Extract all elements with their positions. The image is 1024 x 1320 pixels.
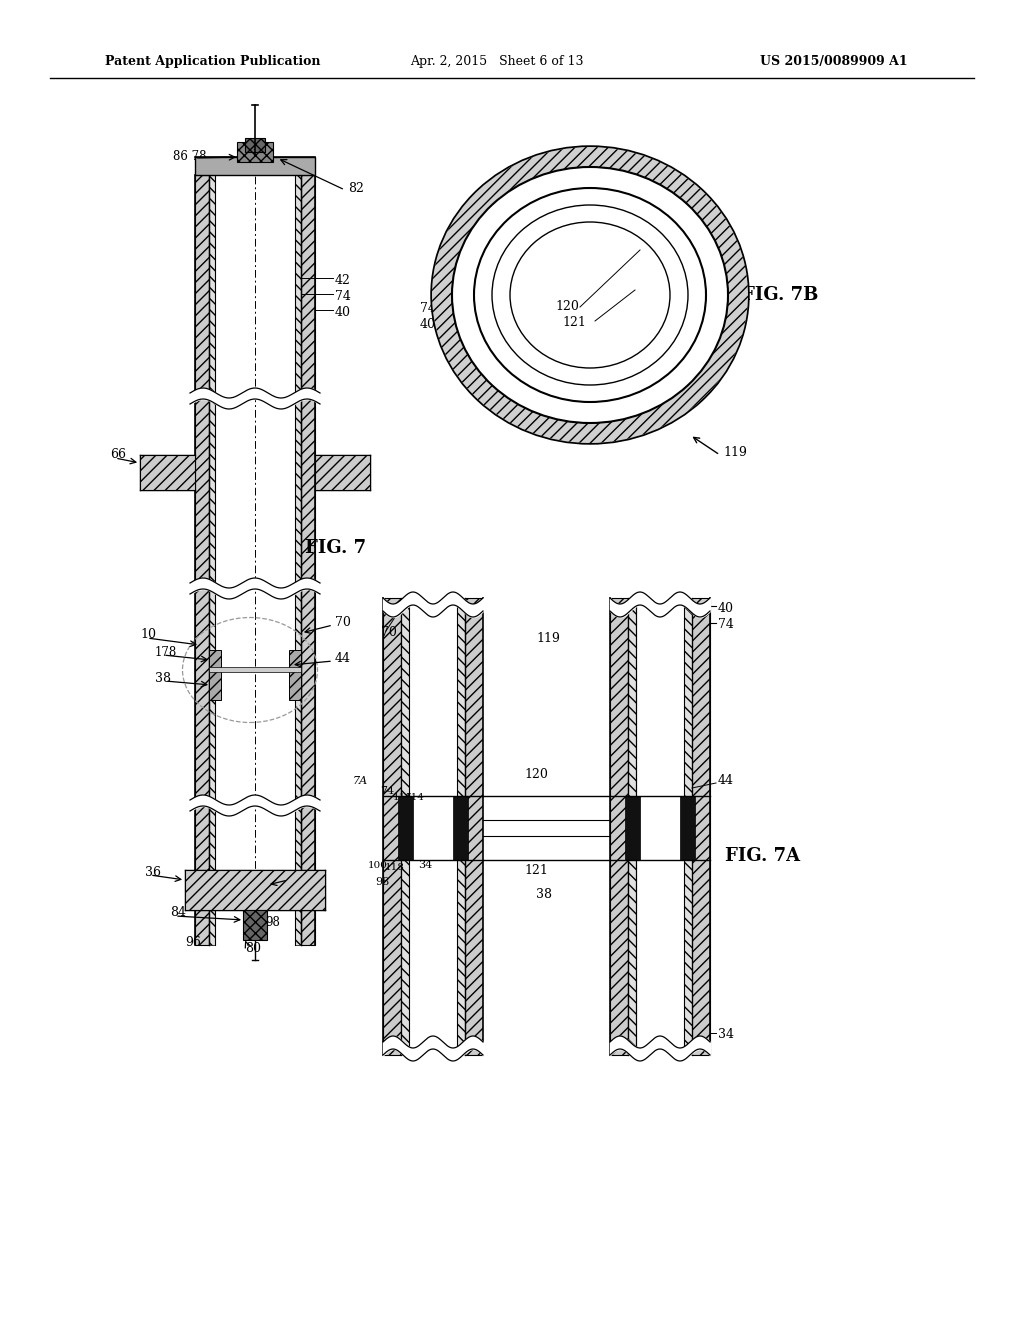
Text: 70: 70 <box>381 627 397 639</box>
Text: 86 78: 86 78 <box>173 149 207 162</box>
Ellipse shape <box>432 147 748 444</box>
Text: 84: 84 <box>170 907 186 920</box>
Bar <box>610 598 628 1055</box>
Bar <box>195 157 315 176</box>
Text: 178: 178 <box>155 645 177 659</box>
Text: 7A: 7A <box>353 776 368 785</box>
Bar <box>289 649 301 700</box>
Text: Apr. 2, 2015   Sheet 6 of 13: Apr. 2, 2015 Sheet 6 of 13 <box>410 55 584 69</box>
Bar <box>398 796 413 861</box>
Ellipse shape <box>492 205 688 385</box>
Text: 36: 36 <box>145 866 161 879</box>
Text: 98: 98 <box>375 876 389 887</box>
Bar <box>215 176 295 945</box>
Text: 34: 34 <box>290 870 306 883</box>
Text: FIG. 7: FIG. 7 <box>305 539 367 557</box>
Text: 74: 74 <box>420 302 436 315</box>
Text: 120: 120 <box>524 767 548 780</box>
Bar <box>195 176 209 945</box>
Text: US 2015/0089909 A1: US 2015/0089909 A1 <box>760 55 907 69</box>
Text: 121: 121 <box>562 317 586 330</box>
Text: 44: 44 <box>335 652 351 664</box>
Bar <box>628 598 636 1055</box>
Text: 96: 96 <box>185 936 201 949</box>
Text: 74: 74 <box>718 619 734 631</box>
Bar <box>209 649 221 700</box>
Text: 100: 100 <box>265 902 287 912</box>
Bar <box>692 598 710 1055</box>
Bar <box>315 455 370 490</box>
Text: 120: 120 <box>555 301 579 314</box>
Text: 40: 40 <box>335 305 351 318</box>
Text: 119: 119 <box>723 446 746 458</box>
Bar <box>209 667 301 672</box>
Ellipse shape <box>510 222 670 368</box>
Text: 40: 40 <box>420 318 436 331</box>
Text: 74: 74 <box>335 289 351 302</box>
Ellipse shape <box>432 147 748 444</box>
Bar <box>383 598 401 1055</box>
Ellipse shape <box>452 168 728 422</box>
Text: 82: 82 <box>348 181 364 194</box>
Bar <box>625 796 640 861</box>
Bar <box>401 598 409 1055</box>
Text: 34: 34 <box>418 861 432 870</box>
Bar <box>465 598 483 1055</box>
Text: 70: 70 <box>335 615 351 628</box>
Bar <box>245 139 265 152</box>
Text: 40: 40 <box>718 602 734 615</box>
Ellipse shape <box>474 187 706 403</box>
Text: 119: 119 <box>536 631 560 644</box>
Bar <box>243 909 267 940</box>
Bar <box>636 598 684 1055</box>
Bar <box>684 598 692 1055</box>
Bar <box>185 870 325 909</box>
Bar <box>483 598 610 1055</box>
Text: 66: 66 <box>110 449 126 462</box>
Bar <box>209 176 215 945</box>
Bar <box>140 455 195 490</box>
Text: Patent Application Publication: Patent Application Publication <box>105 55 321 69</box>
Bar <box>237 143 273 162</box>
Bar <box>453 796 468 861</box>
Text: 38: 38 <box>536 888 552 902</box>
Text: 100: 100 <box>368 861 388 870</box>
Text: 44: 44 <box>718 775 734 788</box>
Bar <box>301 176 315 945</box>
Bar <box>680 796 695 861</box>
Text: 42: 42 <box>335 273 351 286</box>
Text: 10: 10 <box>140 628 156 642</box>
Text: 34: 34 <box>718 1028 734 1041</box>
Text: FIG. 7B: FIG. 7B <box>741 286 818 304</box>
Text: FIG. 7A: FIG. 7A <box>725 847 800 865</box>
Bar <box>295 176 301 945</box>
Bar <box>457 598 465 1055</box>
Text: 80: 80 <box>245 941 261 954</box>
Text: 114: 114 <box>406 793 425 803</box>
Text: 98: 98 <box>265 916 280 928</box>
Text: 121: 121 <box>524 863 548 876</box>
Bar <box>409 598 457 1055</box>
Text: 118: 118 <box>385 863 404 873</box>
Text: 116: 116 <box>393 793 413 803</box>
Text: 74: 74 <box>380 785 394 796</box>
Text: 38: 38 <box>155 672 171 685</box>
